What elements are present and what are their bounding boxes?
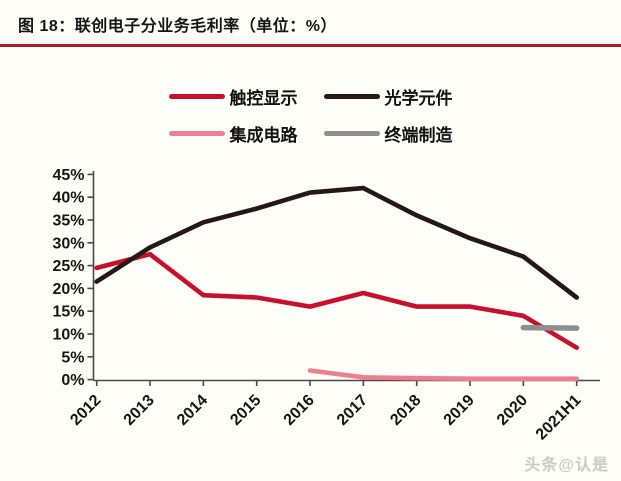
legend-label: 光学元件 [384,89,453,108]
legend-item: 终端制造 [323,121,453,146]
x-tick-label: 2015 [227,392,264,429]
legend-item: 集成电路 [168,121,298,146]
series-line-3 [520,324,580,331]
x-tick-label: 2013 [121,392,158,429]
y-tick-label: 10% [52,327,84,344]
y-tick-label: 15% [52,304,84,321]
y-tick-label: 35% [52,213,84,230]
series-line-2 [307,368,580,382]
chart-legend: 触控显示 光学元件集成电路 终端制造 [0,84,621,158]
legend-line-swatch [323,94,380,99]
x-tick-label: 2021H1 [533,392,585,444]
y-tick-label: 30% [52,235,84,252]
series-line-1 [94,185,580,300]
watermark: 头条@认是 [524,457,609,474]
y-tick-label: 45% [52,167,84,184]
x-tick-label: 2019 [441,392,478,429]
legend-label: 集成电路 [229,126,298,145]
legend-item: 光学元件 [323,84,453,109]
legend-row: 集成电路 终端制造 [0,121,621,146]
series-line-0 [94,251,580,351]
x-tick-label: 2018 [387,392,424,429]
legend-line-swatch [168,94,225,99]
legend-row: 触控显示 光学元件 [0,84,621,109]
legend-line-swatch [168,131,225,136]
legend-label: 终端制造 [384,126,453,145]
y-tick-label: 25% [52,258,84,275]
y-tick-label: 5% [61,349,84,366]
legend-line-swatch [323,131,380,136]
figure-title: 图 18：联创电子分业务毛利率（单位：%） [18,18,337,35]
legend-label: 触控显示 [229,89,298,108]
legend-item: 触控显示 [168,84,298,109]
x-tick-label: 2012 [67,392,104,429]
x-tick-label: 2014 [174,392,211,429]
x-tick-label: 2017 [334,392,371,429]
x-tick-label: 2016 [281,392,318,429]
title-divider [0,44,621,47]
y-tick-label: 0% [61,372,84,389]
y-tick-label: 20% [52,281,84,298]
x-tick-label: 2020 [494,392,531,429]
y-tick-label: 40% [52,190,84,207]
